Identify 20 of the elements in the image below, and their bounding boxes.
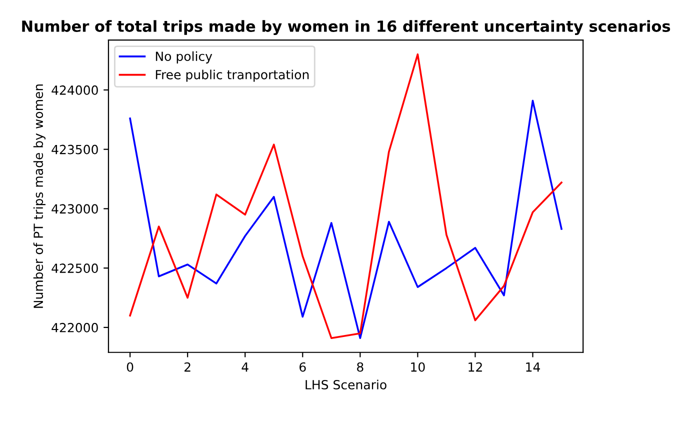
x-tick-label: 10 [411, 362, 425, 372]
y-tick-label: 423000 [52, 204, 98, 214]
chart-title: Number of total trips made by women in 16 different uncertainty scenarios [22, 20, 670, 36]
y-tick-label: 423500 [52, 144, 98, 154]
x-axis-title: LHS Scenario [306, 380, 386, 390]
x-tick-label: 12 [468, 362, 482, 372]
x-tick-label: 8 [357, 362, 364, 372]
y-tick-label: 422500 [52, 264, 98, 273]
legend-label: No policy [156, 51, 212, 64]
x-tick-label: 2 [184, 362, 190, 372]
y-axis-title: Number of PT trips made by women [33, 84, 46, 308]
y-tick-label: 424000 [52, 85, 98, 95]
legend-label: Free public tranportation [156, 70, 309, 82]
line-series [129, 100, 562, 340]
x-tick-label: 14 [526, 362, 540, 372]
y-tick-label: 422000 [52, 322, 98, 332]
line-series [129, 53, 562, 340]
x-tick-label: 0 [126, 362, 134, 372]
x-tick-label: 4 [242, 362, 248, 372]
x-tick-label: 6 [300, 362, 306, 372]
